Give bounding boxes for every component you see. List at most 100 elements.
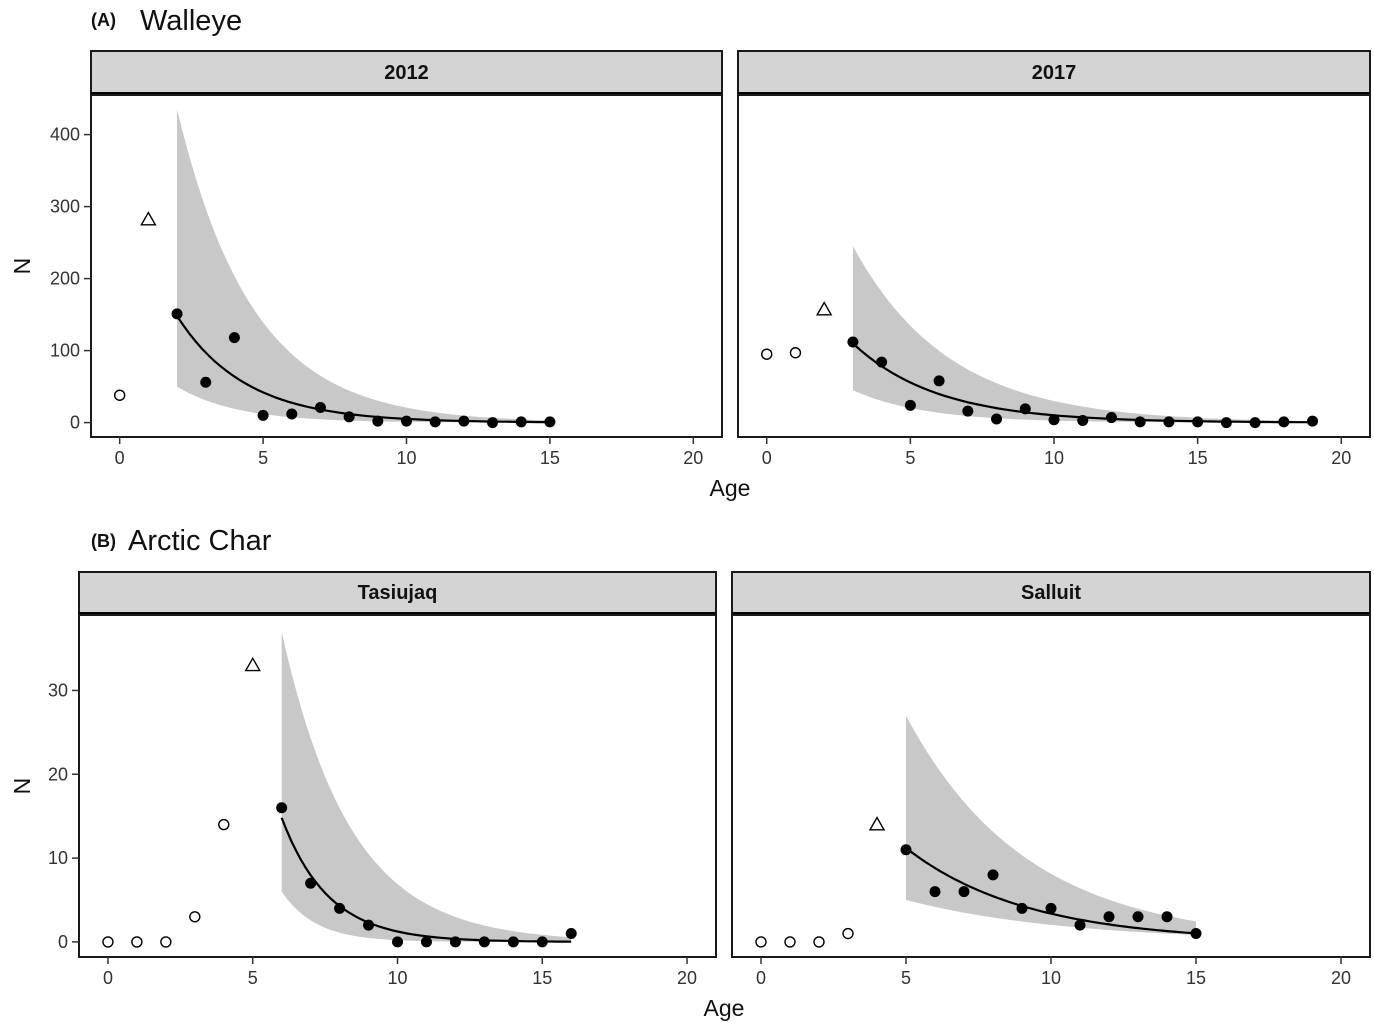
x-tick-label: 5 — [248, 968, 258, 988]
filled-point — [847, 336, 859, 348]
x-tick-label: 0 — [115, 448, 125, 468]
y-tick-label: 300 — [50, 197, 80, 217]
open-point — [813, 936, 825, 948]
filled-point — [991, 413, 1003, 425]
open-point — [160, 936, 172, 948]
filled-point — [565, 928, 577, 940]
filled-point — [228, 332, 240, 344]
filled-point — [314, 401, 326, 413]
filled-point — [544, 416, 556, 428]
open-point — [102, 936, 114, 948]
y-tick-label: 100 — [50, 341, 80, 361]
panel-a-x-axis-title: Age — [710, 475, 751, 501]
filled-point — [171, 308, 183, 320]
filled-point — [515, 416, 527, 428]
x-tick-label: 0 — [756, 968, 766, 988]
filled-point — [1134, 416, 1146, 428]
x-tick-label: 20 — [1331, 968, 1351, 988]
filled-point — [1016, 902, 1028, 914]
filled-point — [478, 936, 490, 948]
panel-b-y-axis: 0 10 20 30 — [48, 680, 79, 952]
filled-point — [1074, 919, 1086, 931]
open-point — [131, 936, 143, 948]
confidence-ribbon — [281, 631, 572, 942]
y-tick-label: 0 — [58, 932, 68, 952]
filled-point — [929, 886, 941, 898]
filled-point — [1307, 415, 1319, 427]
x-tick-label: 10 — [1044, 448, 1064, 468]
filled-point — [200, 376, 212, 388]
facet-b-tasiujaq: Tasiujaq — [78, 571, 717, 958]
open-point — [789, 347, 802, 359]
x-tick-label: 10 — [1041, 968, 1061, 988]
x-tick-label: 0 — [103, 968, 113, 988]
y-tick-label: 30 — [48, 680, 68, 700]
panel-b-x-axis-salluit: 0 5 10 15 20 — [756, 957, 1351, 988]
facet-a-2017: 2017 — [737, 50, 1371, 438]
x-tick-label: 15 — [1186, 968, 1206, 988]
filled-point — [334, 902, 346, 914]
y-tick-label: 200 — [50, 269, 80, 289]
filled-point — [343, 411, 355, 423]
x-tick-label: 5 — [258, 448, 268, 468]
filled-point — [1249, 417, 1261, 429]
x-tick-label: 10 — [396, 448, 416, 468]
facet-strip — [90, 50, 723, 94]
filled-point — [876, 356, 888, 368]
panel-a-letter: (A) — [91, 10, 116, 30]
filled-point — [958, 886, 970, 898]
filled-point — [904, 399, 916, 411]
filled-point — [1192, 416, 1204, 428]
filled-point — [458, 415, 470, 427]
facet-a-2012: 2012 — [90, 50, 723, 438]
filled-point — [1019, 403, 1031, 415]
filled-point — [372, 415, 384, 427]
x-tick-label: 15 — [540, 448, 560, 468]
open-point — [218, 818, 230, 831]
filled-point — [392, 936, 403, 948]
panel-b-y-axis-title: N — [9, 778, 35, 795]
y-tick-label: 20 — [48, 764, 68, 784]
filled-point — [1103, 911, 1115, 923]
open-point — [189, 911, 201, 923]
x-tick-label: 5 — [901, 968, 911, 988]
triangle-point — [815, 301, 833, 316]
panel-a-y-axis: 0 100 200 300 400 — [50, 125, 91, 433]
confidence-ribbon — [177, 109, 550, 423]
filled-point — [420, 936, 432, 948]
panel-b-letter: (B) — [91, 531, 116, 551]
facet-strip-label: Tasiujaq — [358, 582, 438, 604]
facet-strip — [737, 50, 1371, 94]
filled-point — [900, 844, 912, 856]
facet-strip-label: 2012 — [384, 62, 429, 84]
filled-point — [1190, 928, 1202, 940]
panel-b-x-axis-title: Age — [704, 995, 745, 1021]
filled-point — [1278, 416, 1290, 428]
filled-point — [305, 877, 317, 889]
triangle-point — [868, 816, 886, 831]
filled-point — [507, 936, 519, 948]
filled-point — [487, 417, 499, 429]
triangle-point — [244, 656, 261, 672]
filled-point — [257, 409, 269, 421]
x-tick-label: 20 — [677, 968, 697, 988]
confidence-ribbon — [852, 246, 1313, 423]
panel-a-title: Walleye — [140, 5, 242, 37]
y-tick-label: 400 — [50, 125, 80, 145]
filled-point — [962, 405, 974, 417]
x-tick-label: 20 — [683, 448, 703, 468]
filled-point — [1077, 414, 1089, 426]
fit-curve — [280, 817, 572, 943]
panel-b-x-axis-tasiujaq: 0 5 10 15 20 — [103, 957, 697, 988]
open-point — [761, 348, 773, 360]
x-tick-label: 15 — [532, 968, 552, 988]
y-tick-label: 10 — [48, 848, 68, 868]
filled-point — [1161, 911, 1173, 923]
filled-point — [987, 869, 999, 881]
filled-point — [286, 408, 298, 420]
x-tick-label: 0 — [762, 448, 772, 468]
filled-point — [449, 936, 461, 948]
open-point — [784, 936, 796, 948]
panel-a-x-axis-2017: 0 5 10 15 20 — [762, 437, 1351, 468]
